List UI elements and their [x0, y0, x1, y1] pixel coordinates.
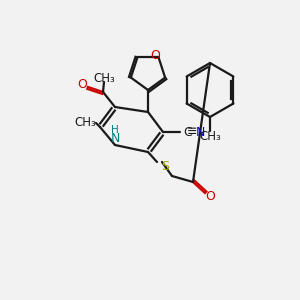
Text: C: C: [183, 125, 192, 139]
Text: ≡: ≡: [187, 125, 197, 139]
Text: CH₃: CH₃: [74, 116, 96, 130]
Text: H: H: [111, 125, 119, 135]
Text: O: O: [151, 49, 160, 62]
Text: O: O: [77, 79, 87, 92]
Text: N: N: [195, 125, 205, 139]
Text: S: S: [161, 160, 169, 172]
Text: O: O: [205, 190, 215, 203]
Text: N: N: [110, 131, 120, 145]
Text: CH₃: CH₃: [93, 71, 115, 85]
Text: CH₃: CH₃: [199, 130, 221, 143]
